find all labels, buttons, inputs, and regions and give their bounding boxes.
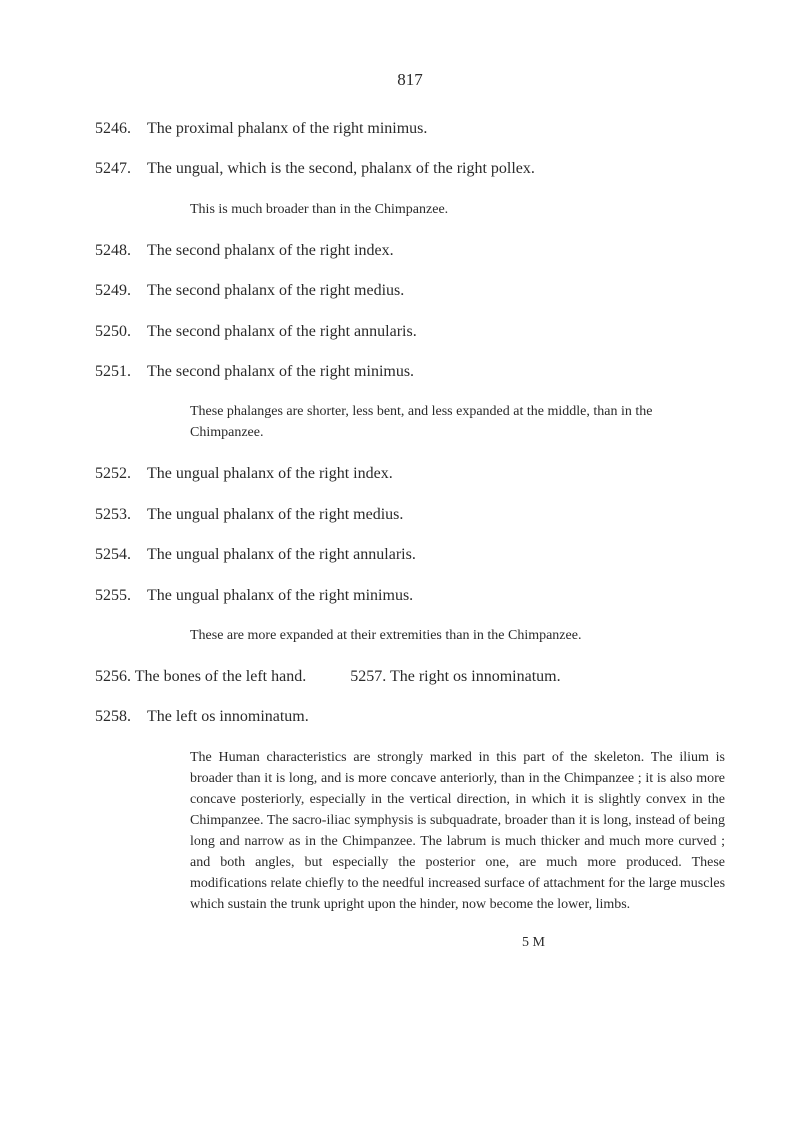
entry-5253: 5253. The ungual phalanx of the right me… — [95, 504, 725, 526]
entry-text: The second phalanx of the right index. — [147, 240, 725, 262]
entry-5250: 5250. The second phalanx of the right an… — [95, 321, 725, 343]
entry-5254: 5254. The ungual phalanx of the right an… — [95, 544, 725, 566]
entry-5255: 5255. The ungual phalanx of the right mi… — [95, 585, 725, 607]
entry-number: 5253. — [95, 504, 147, 526]
entry-number: 5256. — [95, 668, 131, 685]
entry-5258: 5258. The left os innominatum. — [95, 706, 725, 728]
entry-text: The second phalanx of the right minimus. — [147, 361, 725, 383]
entry-text: The ungual phalanx of the right annulari… — [147, 544, 725, 566]
entry-5246: 5246. The proximal phalanx of the right … — [95, 118, 725, 140]
entry-number: 5246. — [95, 118, 147, 140]
entry-5256-5257: 5256. The bones of the left hand. 5257. … — [95, 666, 725, 688]
entry-text: The bones of the left hand. — [135, 668, 307, 685]
entry-number: 5254. — [95, 544, 147, 566]
entry-text: The ungual phalanx of the right minimus. — [147, 585, 725, 607]
entry-note: This is much broader than in the Chimpan… — [190, 199, 725, 220]
entry-5251: 5251. The second phalanx of the right mi… — [95, 361, 725, 383]
entry-note: These phalanges are shorter, less bent, … — [190, 401, 725, 443]
entry-text: The proximal phalanx of the right minimu… — [147, 118, 725, 140]
entry-5247: 5247. The ungual, which is the second, p… — [95, 158, 725, 180]
entry-number: 5250. — [95, 321, 147, 343]
entry-5249: 5249. The second phalanx of the right me… — [95, 280, 725, 302]
entry-text: The ungual phalanx of the right medius. — [147, 504, 725, 526]
entry-number: 5249. — [95, 280, 147, 302]
entry-number: 5251. — [95, 361, 147, 383]
entry-number: 5258. — [95, 706, 147, 728]
entry-number: 5247. — [95, 158, 147, 180]
entry-number: 5257. — [350, 668, 386, 685]
entry-number: 5248. — [95, 240, 147, 262]
entry-paragraph: The Human characteristics are strongly m… — [190, 747, 725, 915]
entry-note: These are more expanded at their extremi… — [190, 625, 725, 646]
entry-text: The right os innominatum. — [390, 668, 561, 685]
entry-number: 5255. — [95, 585, 147, 607]
entry-number: 5252. — [95, 463, 147, 485]
entry-text: The second phalanx of the right annulari… — [147, 321, 725, 343]
page-signature: 5 M — [95, 935, 725, 951]
page-number: 817 — [95, 70, 725, 90]
entry-text: The left os innominatum. — [147, 706, 725, 728]
entry-text: The ungual, which is the second, phalanx… — [147, 158, 725, 180]
entry-5248: 5248. The second phalanx of the right in… — [95, 240, 725, 262]
entry-text: The second phalanx of the right medius. — [147, 280, 725, 302]
entry-5252: 5252. The ungual phalanx of the right in… — [95, 463, 725, 485]
entry-text: The ungual phalanx of the right index. — [147, 463, 725, 485]
